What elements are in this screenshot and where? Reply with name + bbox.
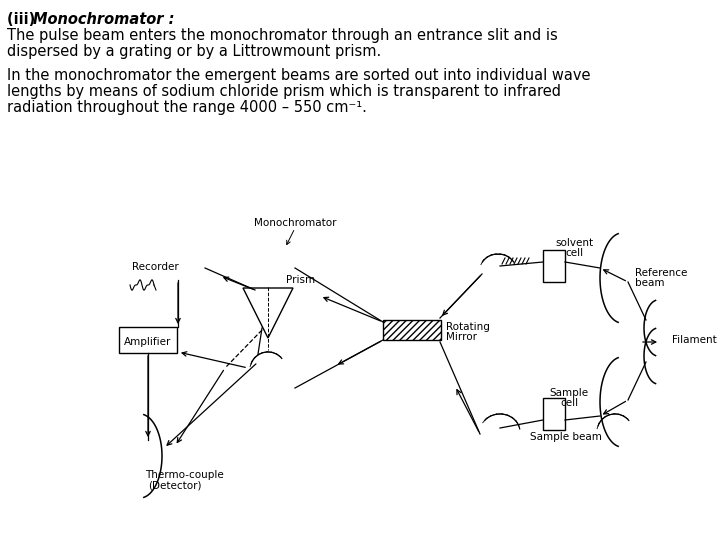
Bar	[543, 398, 565, 430]
Bar	[119, 327, 177, 353]
Text: radiation throughout the range 4000 – 550 cm⁻¹.: radiation throughout the range 4000 – 55…	[7, 100, 367, 115]
Bar	[383, 320, 441, 340]
Polygon shape	[243, 288, 293, 338]
Text: Sample: Sample	[549, 388, 588, 398]
Text: solvent: solvent	[555, 238, 593, 248]
Text: Sample beam: Sample beam	[530, 432, 602, 442]
Text: (iii): (iii)	[7, 12, 40, 27]
Text: Amplifier: Amplifier	[125, 337, 171, 347]
Text: Reference: Reference	[635, 268, 688, 278]
Text: beam: beam	[635, 278, 665, 288]
Text: Filament: Filament	[672, 335, 716, 345]
Text: Prism: Prism	[286, 275, 315, 285]
Text: Recorder: Recorder	[132, 262, 179, 272]
Text: The pulse beam enters the monochromator through an entrance slit and is: The pulse beam enters the monochromator …	[7, 28, 558, 43]
Text: Mirror: Mirror	[446, 332, 477, 342]
Text: cell: cell	[565, 248, 583, 258]
Bar	[543, 250, 565, 282]
Text: cell: cell	[560, 398, 578, 408]
Text: Monochromator: Monochromator	[253, 218, 336, 228]
Text: (Detector): (Detector)	[148, 481, 202, 491]
Text: Monochromator :: Monochromator :	[33, 12, 174, 27]
Text: Thermo-couple: Thermo-couple	[145, 470, 224, 480]
Text: dispersed by a grating or by a Littrowmount prism.: dispersed by a grating or by a Littrowmo…	[7, 44, 382, 59]
Text: lengths by means of sodium chloride prism which is transparent to infrared: lengths by means of sodium chloride pris…	[7, 84, 561, 99]
Text: In the monochromator the emergent beams are sorted out into individual wave: In the monochromator the emergent beams …	[7, 68, 590, 83]
Text: Rotating: Rotating	[446, 322, 490, 332]
